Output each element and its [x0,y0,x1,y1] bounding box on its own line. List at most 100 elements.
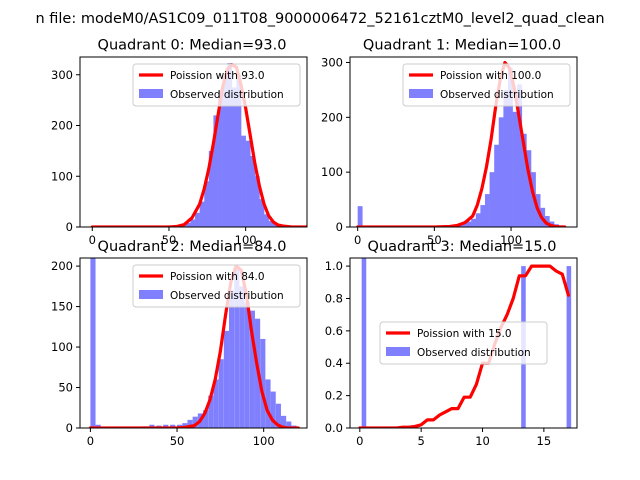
y-tick-label: 0 [336,220,343,234]
axes-frame [79,257,308,429]
histogram-bar [218,359,224,428]
histogram-bar [182,423,188,428]
panel-title: Quadrant 3: Median=15.0 [368,239,557,255]
x-tick-label: 50 [162,233,177,247]
histogram-bar [249,310,255,428]
histogram-bar [270,391,276,428]
histogram-bar [461,222,467,227]
legend-frame [402,63,571,107]
histogram-bar [254,176,260,227]
histogram-bar [245,140,251,227]
histogram-bar [223,330,229,428]
plot-area: 0 50 100 0 100 200 300 Poission with 93.0 Observ… [51,56,308,247]
legend-poisson-label: Poission with 100.0 [440,70,541,82]
y-tick-label: 100 [51,340,73,354]
x-tick-label: 50 [427,233,442,247]
histogram-bar [281,415,287,428]
x-tick-label: 50 [170,434,185,448]
legend-frame [132,63,301,107]
y-tick-label: 200 [51,119,73,133]
y-tick-label: 150 [51,300,73,314]
histogram-bar [475,213,481,227]
poisson-line [358,264,571,428]
legend-frame [132,264,301,308]
plot-content [88,258,300,428]
legend-frame [379,321,548,365]
legend-poisson-label: Poission with 84.0 [170,271,265,283]
panel-quadrant-0: Quadrant 0: Median=93.0 0 50 100 0 100 200 300… [51,38,308,247]
x-tick-label: 0 [87,434,94,448]
legend: Poission with 15.0 Observed distribution [379,321,548,365]
legend: Poission with 100.0 Observed distribution [402,63,571,107]
histogram-bar [190,219,196,227]
plot-area: 0 50 100 0 50 100 150 200 Poission with 84.0 Obse… [51,257,308,448]
histogram-bar [185,222,191,227]
histogram-bar [275,403,281,428]
histogram-bar [250,155,256,227]
histogram-bar [163,424,169,428]
histogram-bar [241,135,246,227]
histogram-bar [170,424,176,428]
x-tick-label: 15 [537,434,552,448]
x-tick-label: 0 [356,434,363,448]
y-tick-label: 0.8 [325,291,343,305]
histogram-bar [204,181,210,227]
figure-suptitle: n file: modeM0/AS1C09_011T08_9000006472_… [35,11,604,27]
histogram-bar [507,67,513,227]
histogram-bar [498,117,504,227]
legend-observed-swatch [139,89,163,98]
legend-observed-swatch [386,347,410,356]
histogram-bar [149,424,155,428]
histogram-bar [195,212,200,227]
legend-observed-label: Observed distribution [440,89,554,101]
y-tick-label: 100 [51,169,73,183]
histogram-bar [229,290,235,428]
histogram-bar [231,87,237,227]
histogram-bar [187,419,193,428]
histogram-bar [544,216,550,227]
histogram-bar [213,379,219,428]
histogram-bar [503,89,509,227]
histogram-bar [213,115,219,227]
y-tick-label: 300 [51,68,73,82]
legend: Poission with 84.0 Observed distribution [132,264,301,308]
histogram-bar [484,194,490,227]
histogram-bar [192,416,198,428]
histogram-bar [489,172,495,227]
plot-area: 0 50 100 0 100 200 300 Poission with 100.0 Obser… [321,55,578,247]
histogram-bar [95,424,101,428]
histogram-bar [234,266,240,428]
histogram-bar [264,214,269,227]
histogram-bar [466,221,472,227]
histogram-bar [273,223,279,227]
panel-quadrant-2: Quadrant 2: Median=84.0 0 50 100 0 50 100 150 2… [51,239,308,448]
legend-observed-label: Observed distribution [417,347,531,359]
panel-title: Quadrant 2: Median=84.0 [98,239,287,255]
legend-observed-swatch [409,89,433,98]
plot-content [356,60,569,227]
y-tick-label: 0 [66,421,73,435]
histogram-bar [239,286,245,428]
axes-frame [79,56,308,228]
histogram-bar [361,258,367,428]
panel-title: Quadrant 0: Median=93.0 [98,38,287,54]
legend: Poission with 93.0 Observed distribution [132,63,301,107]
histogram-bar [208,150,214,227]
histogram-bar [90,258,96,428]
x-tick-label: 100 [235,233,257,247]
histogram-bar [512,111,518,227]
histogram-bar [222,74,228,227]
histogram-bar [357,206,363,227]
histogram-bar [480,205,486,227]
x-tick-label: 100 [500,233,522,247]
y-tick-label: 200 [321,110,343,124]
y-tick-label: 0.6 [325,324,343,338]
histogram-bar [227,63,233,227]
y-tick-label: 300 [321,55,343,69]
histogram-bar [566,266,572,428]
panel-quadrant-3: Quadrant 3: Median=15.0 0 5 10 150.00.20.40… [325,239,578,448]
histogram-bar [286,421,292,428]
axes-frame [349,56,578,228]
histogram-bar [244,302,250,428]
